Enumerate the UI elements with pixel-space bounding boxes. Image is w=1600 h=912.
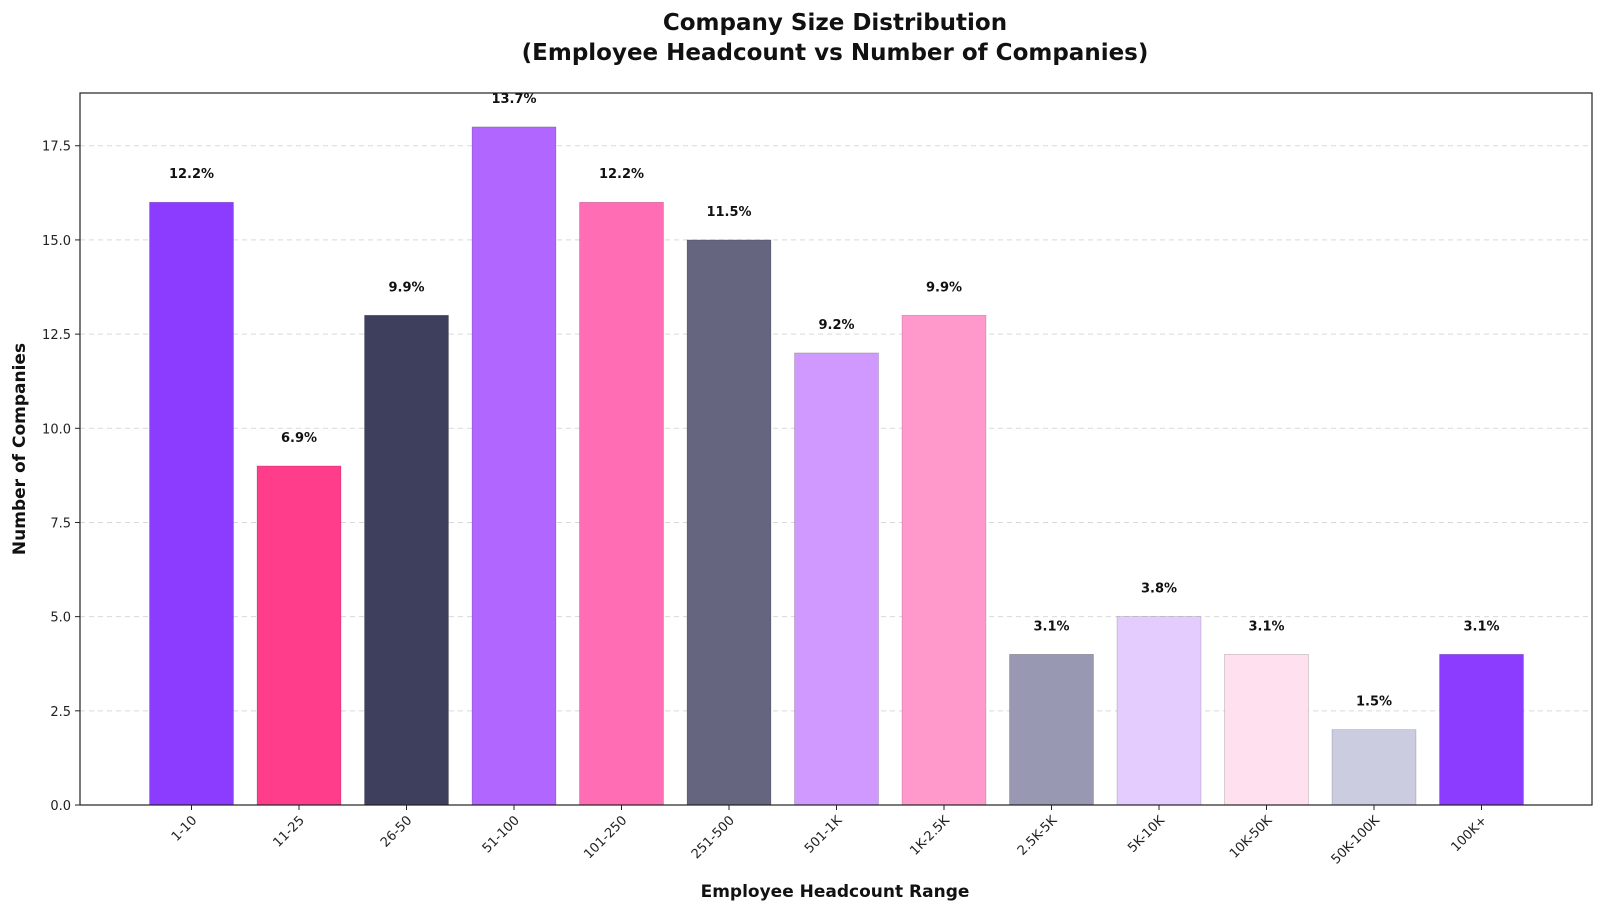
data-label-1K-2.5K: 9.9%: [926, 280, 962, 295]
x-tick-label: 1K-2.5K: [907, 813, 953, 859]
x-tick-label: 11-25: [271, 813, 308, 850]
bar-100K+: [1439, 654, 1524, 806]
bar-10K-50K: [1224, 654, 1309, 806]
data-label-51-100: 13.7%: [491, 92, 536, 107]
x-tick-label: 51-100: [480, 813, 523, 856]
x-tick-label: 1-10: [169, 813, 200, 844]
data-label-26-50: 9.9%: [388, 280, 424, 295]
x-tick-label: 5K-10K: [1125, 813, 1168, 856]
data-label-2.5K-5K: 3.1%: [1033, 619, 1069, 634]
bars: [149, 126, 1524, 806]
x-tick-label: 10K-50K: [1227, 813, 1276, 862]
data-label-101-250: 12.2%: [599, 167, 644, 182]
data-label-501-1K: 9.2%: [818, 318, 854, 333]
bar-50K-100K: [1331, 729, 1417, 806]
x-axis-ticks: 1-10 11-25 26-50 51-100 101-250 251-500 501-1K…: [169, 805, 1490, 867]
bar-251-500: [686, 239, 772, 806]
data-label-1-10: 12.2%: [169, 167, 214, 182]
data-label-251-500: 11.5%: [706, 205, 751, 220]
y-tick-label: 12.5: [42, 328, 71, 343]
y-tick-label: 17.5: [42, 140, 71, 155]
y-tick-label: 15.0: [42, 234, 71, 249]
chart-subtitle: (Employee Headcount vs Number of Compani…: [522, 40, 1149, 66]
x-axis-label: Employee Headcount Range: [701, 882, 970, 902]
y-tick-label: 5.0: [50, 611, 71, 626]
data-label-10K-50K: 3.1%: [1248, 619, 1284, 634]
y-tick-label: 7.5: [50, 516, 71, 531]
y-tick-label: 10.0: [42, 422, 71, 437]
bar-51-100: [471, 126, 557, 806]
x-tick-label: 26-50: [378, 813, 415, 850]
bar-501-1K: [794, 352, 879, 806]
x-tick-label: 100K+: [1448, 813, 1490, 855]
x-tick-label: 50K-100K: [1329, 813, 1384, 868]
bar-1-10: [149, 201, 234, 806]
y-tick-label: 2.5: [50, 705, 71, 720]
y-tick-label: 0.0: [50, 799, 71, 814]
data-label-11-25: 6.9%: [281, 431, 317, 446]
bar-5K-10K: [1116, 616, 1202, 806]
data-labels: 12.2% 6.9% 9.9% 13.7% 12.2% 11.5% 9.2% 9.9% 3.1%…: [169, 92, 1500, 710]
bar-101-250: [579, 201, 664, 806]
x-tick-label: 251-500: [689, 813, 738, 862]
y-axis-ticks: 0.0 2.5 5.0 7.5 10.0 12.5 15.0 17.5: [42, 140, 80, 814]
data-label-100K+: 3.1%: [1463, 619, 1499, 634]
bar-11-25: [256, 465, 342, 806]
x-tick-label: 501-1K: [802, 813, 846, 857]
x-tick-label: 101-250: [581, 813, 630, 862]
bar-2.5K-5K: [1009, 654, 1094, 806]
data-label-50K-100K: 1.5%: [1356, 695, 1392, 710]
x-tick-label: 2.5K-5K: [1015, 813, 1061, 859]
y-axis-label: Number of Companies: [10, 343, 30, 555]
bar-26-50: [364, 314, 449, 806]
data-label-5K-10K: 3.8%: [1141, 582, 1177, 597]
chart-title: Company Size Distribution: [663, 10, 1007, 36]
bar-1K-2.5K: [901, 314, 987, 806]
